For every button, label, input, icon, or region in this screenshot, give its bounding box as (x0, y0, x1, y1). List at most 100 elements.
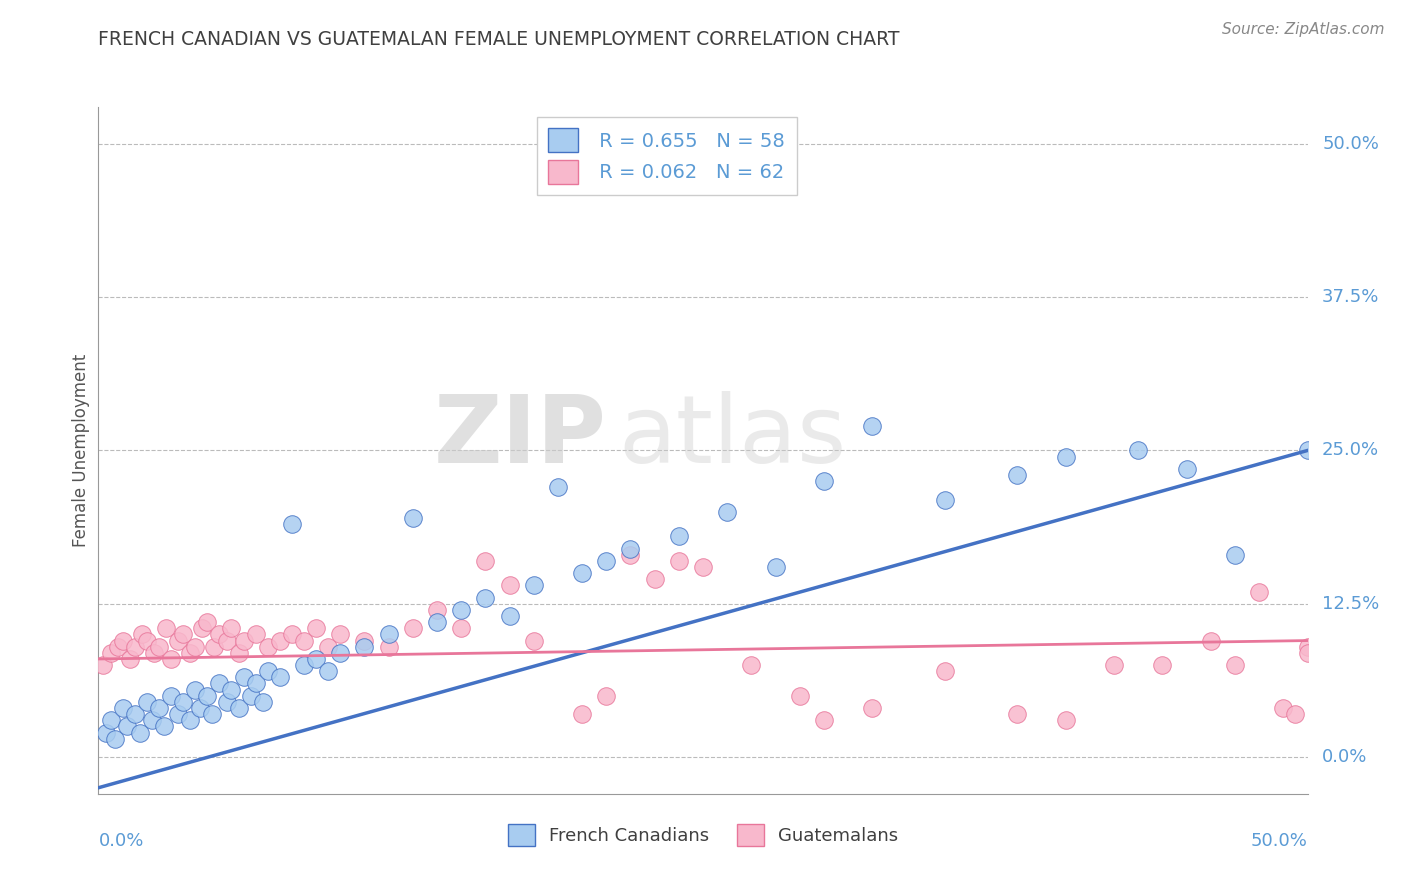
Point (595, 554, 617, 568)
Point (498, 609, 520, 624)
Point (141, 714, 163, 728)
Point (1007, 467, 1029, 482)
Text: 0.0%: 0.0% (98, 831, 143, 850)
Point (644, 572, 666, 586)
Point (107, 640, 129, 654)
Point (498, 578, 520, 592)
Point (281, 627, 304, 641)
Point (1054, 450, 1077, 464)
Point (143, 646, 166, 660)
Point (228, 646, 250, 660)
Point (195, 689, 218, 703)
Point (100, 714, 122, 728)
Point (188, 701, 211, 715)
Text: 50.0%: 50.0% (1251, 831, 1308, 850)
Point (239, 689, 262, 703)
Point (316, 640, 339, 654)
Point (256, 664, 278, 678)
Text: ZIP: ZIP (433, 391, 606, 483)
Point (179, 714, 201, 728)
Point (245, 627, 267, 641)
Legend: French Canadians, Guatemalans: French Canadians, Guatemalans (501, 817, 905, 854)
Point (124, 707, 146, 722)
Point (789, 689, 811, 703)
Point (1223, 548, 1246, 562)
Point (329, 627, 352, 641)
Point (860, 418, 883, 433)
Point (619, 541, 641, 556)
Point (1296, 443, 1319, 458)
Point (474, 554, 496, 568)
Point (316, 664, 339, 678)
Point (152, 719, 174, 733)
Point (426, 615, 449, 630)
Point (172, 695, 194, 709)
Point (91, 658, 114, 673)
Point (184, 640, 207, 654)
Point (228, 701, 250, 715)
Point (377, 627, 399, 641)
Point (179, 646, 201, 660)
Text: 0.0%: 0.0% (1322, 748, 1368, 766)
Point (1296, 640, 1319, 654)
Point (191, 621, 214, 635)
Point (305, 652, 328, 666)
Point (195, 615, 218, 630)
Point (426, 603, 449, 617)
Point (934, 492, 956, 507)
Point (595, 689, 617, 703)
Point (160, 689, 183, 703)
Point (281, 516, 304, 531)
Point (148, 701, 170, 715)
Text: Source: ZipAtlas.com: Source: ZipAtlas.com (1222, 22, 1385, 37)
Point (547, 480, 569, 494)
Point (128, 725, 150, 739)
Point (208, 627, 231, 641)
Point (353, 640, 375, 654)
Text: 37.5%: 37.5% (1322, 288, 1379, 306)
Point (377, 640, 399, 654)
Point (1054, 714, 1077, 728)
Point (402, 621, 425, 635)
Point (111, 633, 134, 648)
Point (619, 548, 641, 562)
Point (155, 621, 177, 635)
Point (1128, 443, 1150, 458)
Point (329, 646, 352, 660)
Point (232, 633, 254, 648)
Point (1249, 584, 1271, 599)
Point (232, 670, 254, 684)
Point (305, 621, 328, 635)
Point (450, 603, 472, 617)
Point (1199, 633, 1222, 648)
Point (571, 566, 593, 580)
Point (813, 714, 835, 728)
Point (204, 640, 226, 654)
Point (668, 529, 690, 543)
Point (131, 627, 153, 641)
Point (765, 560, 787, 574)
Text: FRENCH CANADIAN VS GUATEMALAN FEMALE UNEMPLOYMENT CORRELATION CHART: FRENCH CANADIAN VS GUATEMALAN FEMALE UNE… (98, 30, 900, 49)
Point (160, 652, 183, 666)
Point (94, 725, 117, 739)
Point (474, 591, 496, 605)
Point (252, 695, 274, 709)
Point (292, 633, 315, 648)
Text: 25.0%: 25.0% (1322, 442, 1379, 459)
Text: atlas: atlas (619, 391, 846, 483)
Point (111, 701, 134, 715)
Point (740, 658, 762, 673)
Point (117, 719, 139, 733)
Point (221, 621, 243, 635)
Point (692, 560, 714, 574)
Point (353, 633, 375, 648)
Text: 50.0%: 50.0% (1322, 135, 1379, 153)
Text: 12.5%: 12.5% (1322, 595, 1379, 613)
Point (1223, 658, 1246, 673)
Point (1007, 707, 1029, 722)
Point (135, 633, 157, 648)
Point (201, 707, 224, 722)
Point (269, 633, 291, 648)
Point (184, 682, 207, 697)
Point (215, 695, 238, 709)
